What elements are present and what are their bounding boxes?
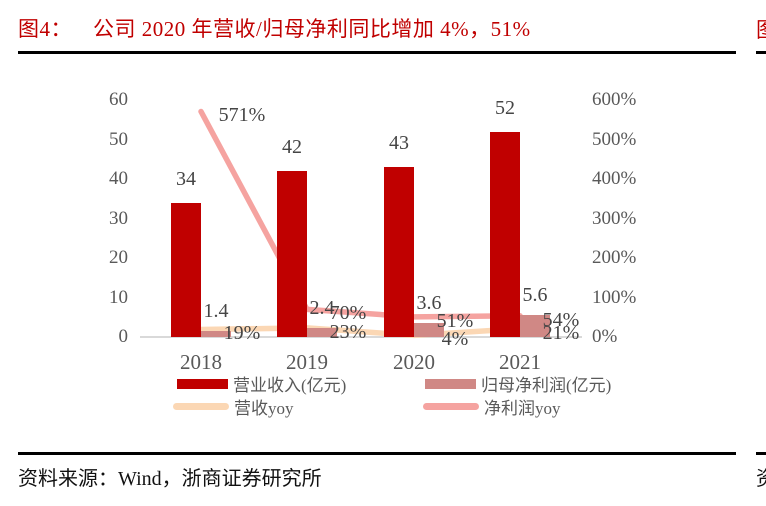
revenue-bar-swatch xyxy=(177,378,228,389)
right-axis-tick-label: 0% xyxy=(592,326,618,347)
adjacent-figure-label-fragment: 图 xyxy=(756,14,766,40)
figure-title: 公司 2020 年营收/归母净利同比增加 4%，51% xyxy=(93,17,531,41)
line-point-label: 70% xyxy=(329,302,367,325)
revenue-bar xyxy=(277,171,307,337)
source-note: 资料来源：Wind，浙商证券研究所 xyxy=(18,468,322,490)
left-axis-tick-label: 30 xyxy=(109,207,128,229)
right-axis-tick-label: 300% xyxy=(592,207,637,229)
bar-value-label: 34 xyxy=(176,167,196,190)
left-axis-tick-label: 20 xyxy=(109,247,128,268)
bar-value-label: 52 xyxy=(495,96,515,119)
left-axis-tick-label: 60 xyxy=(109,89,128,110)
net-profit-yoy-line xyxy=(198,108,523,320)
line-point-label: 54% xyxy=(542,308,580,331)
legend-item-net-profit-yoy: 净利润yoy xyxy=(423,394,561,419)
x-axis-category-label: 2018 xyxy=(180,350,222,374)
left-axis-tick-label: 10 xyxy=(109,286,128,308)
adjacent-source-fragment: 资 xyxy=(756,462,766,487)
left-axis-tick-label: 0 xyxy=(118,326,129,347)
revenue-yoy-line-swatch xyxy=(173,403,229,410)
left-axis-tick-label: 50 xyxy=(109,128,128,150)
figure-number-label: 图4： xyxy=(18,17,72,41)
right-axis-tick-label: 500% xyxy=(592,128,637,150)
net-profit-bar xyxy=(201,331,231,337)
legend-item-net-profit: 归母净利润(亿元) xyxy=(425,371,611,396)
x-axis-category-label: 2020 xyxy=(393,350,435,374)
bar-value-label: 5.6 xyxy=(522,283,548,306)
bar-value-label: 1.4 xyxy=(203,300,229,323)
legend-label-revenue-yoy: 营收yoy xyxy=(234,399,294,418)
revenue-bar xyxy=(490,131,520,337)
top-divider xyxy=(18,51,736,54)
right-axis-tick-label: 600% xyxy=(592,89,637,110)
net-profit-bar xyxy=(520,314,550,337)
x-axis-category-label: 2021 xyxy=(499,350,541,374)
net-profit-yoy-line-swatch xyxy=(423,403,479,410)
bottom-divider xyxy=(18,452,736,455)
net-profit-bar xyxy=(414,322,444,337)
line-point-label: 4% xyxy=(441,328,469,351)
right-axis-tick-label: 200% xyxy=(592,247,637,268)
legend-label-net-profit-yoy: 净利润yoy xyxy=(484,399,561,418)
line-point-label: 571% xyxy=(218,104,266,127)
bar-value-label: 43 xyxy=(389,132,409,155)
line-point-label: 21% xyxy=(542,321,580,344)
legend-label-revenue: 营业收入(亿元) xyxy=(233,376,347,395)
net-profit-bar-swatch xyxy=(425,378,476,389)
bar-value-label: 3.6 xyxy=(416,291,442,314)
legend-item-revenue: 营业收入(亿元) xyxy=(177,371,346,396)
line-point-label: 19% xyxy=(223,322,261,345)
bar-value-label: 42 xyxy=(282,136,302,159)
adjacent-bottom-divider-fragment xyxy=(756,452,766,455)
left-axis-tick-label: 40 xyxy=(109,168,128,189)
legend-item-revenue-yoy: 营收yoy xyxy=(173,394,294,419)
x-axis-category-label: 2019 xyxy=(286,350,328,374)
revenue-bar xyxy=(171,202,201,337)
bar-value-label: 2.4 xyxy=(309,296,335,319)
right-axis-tick-label: 100% xyxy=(592,286,637,308)
legend-label-net-profit: 归母净利润(亿元) xyxy=(481,376,612,395)
line-point-label: 51% xyxy=(436,309,474,332)
adjacent-top-divider-fragment xyxy=(756,51,766,54)
revenue-bar xyxy=(384,167,414,337)
net-profit-bar xyxy=(307,327,337,337)
line-point-label: 23% xyxy=(329,320,367,343)
right-axis-tick-label: 400% xyxy=(592,168,637,189)
